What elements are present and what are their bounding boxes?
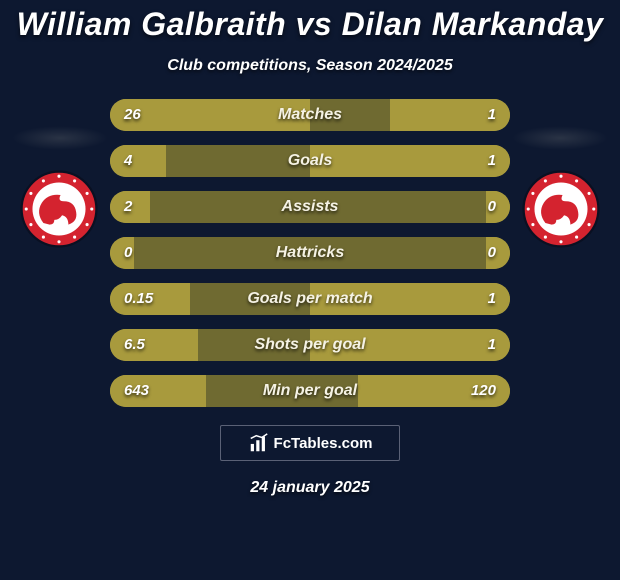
stats-container: 26Matches14Goals12Assists00Hattricks00.1… bbox=[0, 99, 620, 497]
footer-date: 24 january 2025 bbox=[0, 479, 620, 497]
stat-row: 4Goals1 bbox=[110, 145, 510, 177]
stat-value-right: 120 bbox=[471, 375, 496, 407]
stat-row: 2Assists0 bbox=[110, 191, 510, 223]
stat-value-right: 1 bbox=[488, 145, 496, 177]
stats-bars: 26Matches14Goals12Assists00Hattricks00.1… bbox=[110, 99, 510, 407]
brand-badge: FcTables.com bbox=[220, 425, 400, 461]
stat-value-right: 1 bbox=[488, 329, 496, 361]
stat-label: Matches bbox=[110, 99, 510, 131]
chart-icon bbox=[248, 432, 270, 454]
stat-label: Hattricks bbox=[110, 237, 510, 269]
stat-label: Min per goal bbox=[110, 375, 510, 407]
stat-row: 643Min per goal120 bbox=[110, 375, 510, 407]
stat-value-right: 0 bbox=[488, 191, 496, 223]
stat-value-right: 1 bbox=[488, 99, 496, 131]
subtitle: Club competitions, Season 2024/2025 bbox=[0, 57, 620, 75]
brand-text: FcTables.com bbox=[274, 435, 373, 452]
stat-value-right: 1 bbox=[488, 283, 496, 315]
stat-label: Goals bbox=[110, 145, 510, 177]
stat-row: 6.5Shots per goal1 bbox=[110, 329, 510, 361]
stat-row: 26Matches1 bbox=[110, 99, 510, 131]
stat-row: 0Hattricks0 bbox=[110, 237, 510, 269]
stat-row: 0.15Goals per match1 bbox=[110, 283, 510, 315]
stat-value-right: 0 bbox=[488, 237, 496, 269]
stat-label: Goals per match bbox=[110, 283, 510, 315]
page-title: William Galbraith vs Dilan Markanday bbox=[0, 0, 620, 43]
stat-label: Shots per goal bbox=[110, 329, 510, 361]
stat-label: Assists bbox=[110, 191, 510, 223]
